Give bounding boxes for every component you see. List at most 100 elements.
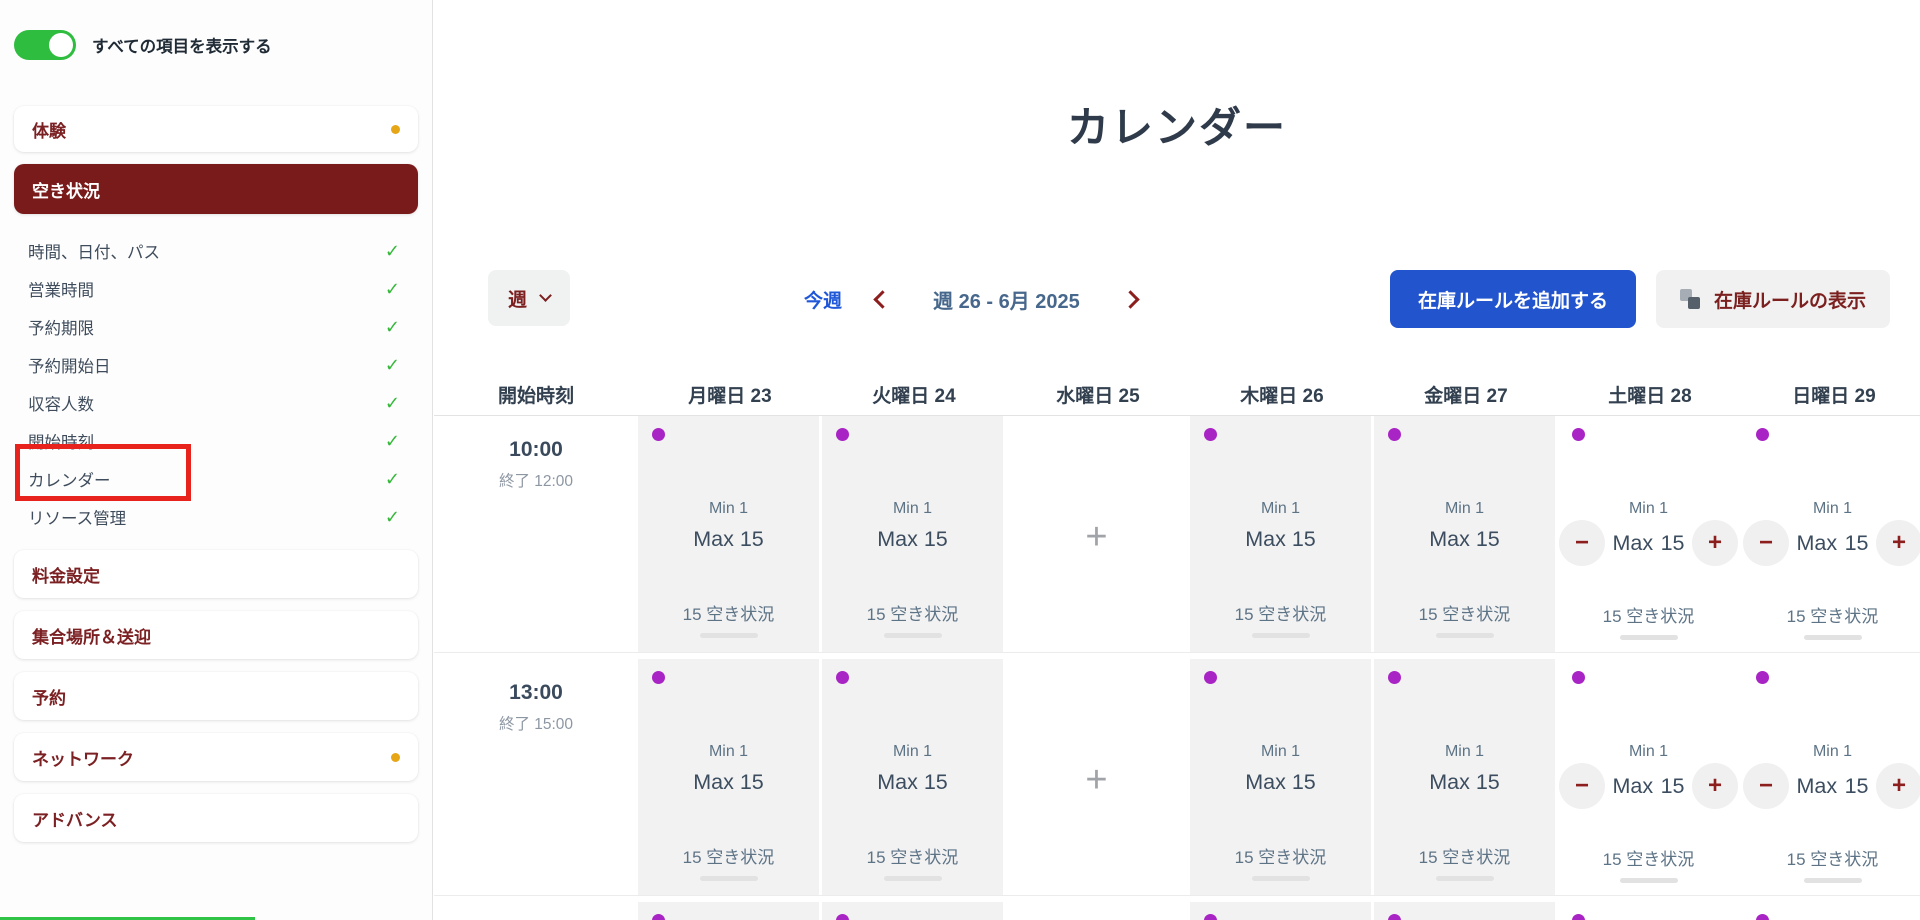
check-icon: ✓ — [384, 392, 400, 413]
today-link[interactable]: 今週 — [804, 290, 843, 312]
day-header-thu: 木曜日 26 — [1240, 386, 1324, 407]
calendar-cell-tue-row1[interactable]: Min 1 Max 15 15 空き状況 — [822, 659, 1003, 895]
week-label: 週 26 - 6月 2025 — [933, 290, 1080, 313]
slot-status-dot — [836, 428, 849, 441]
calendar-cell-mon-row0[interactable]: Min 1 Max 15 15 空き状況 — [638, 416, 819, 652]
sidebar-item-label: 集合場所＆送迎 — [32, 627, 151, 647]
increase-max-button[interactable]: + — [1876, 520, 1920, 566]
calendar-cell-sat-row0[interactable]: Min 1 − Max 15 +15 空き状況 — [1558, 416, 1739, 652]
slot-status-dot — [1572, 428, 1585, 441]
calendar-cell-fri-row0[interactable]: Min 1 Max 15 15 空き状況 — [1374, 416, 1555, 652]
max-value: 15 — [1844, 530, 1869, 555]
action-buttons: 在庫ルールを追加する 在庫ルールの表示 — [1389, 270, 1890, 328]
calendar-cell-thu-row0[interactable]: Min 1 Max 15 15 空き状況 — [1190, 416, 1371, 652]
show-inventory-rules-button[interactable]: 在庫ルールの表示 — [1655, 270, 1890, 328]
sidebar-item-label: 営業時間 — [28, 282, 94, 300]
view-selector[interactable]: 週 — [488, 270, 571, 326]
sidebar-item-advanced[interactable]: アドバンス — [14, 794, 418, 842]
decrease-max-button[interactable]: − — [1559, 520, 1605, 566]
sidebar-bottom-nav: 料金設定集合場所＆送迎予約ネットワーク アドバンス — [0, 550, 432, 842]
decrease-max-button[interactable]: − — [1743, 520, 1789, 566]
increase-max-button[interactable]: + — [1692, 763, 1738, 809]
sidebar-item-experience[interactable]: 体験 — [14, 106, 418, 152]
max-label: Max 15 — [877, 770, 948, 794]
calendar-cell-sat-row1[interactable]: Min 1 − Max 15 +15 空き状況 — [1558, 659, 1739, 895]
max-label: Max 15 — [693, 527, 764, 551]
sidebar-item-bookings[interactable]: 予約 — [14, 672, 418, 720]
calendar-cell-fri-row1[interactable]: Min 1 Max 15 15 空き状況 — [1374, 659, 1555, 895]
calendar-cell-wed-row0[interactable]: + — [1006, 416, 1187, 652]
increase-max-button[interactable]: + — [1692, 520, 1738, 566]
max-stepper: − Max 15 + — [1742, 520, 1920, 566]
slot-status-dot — [1388, 671, 1401, 684]
calendar-cell-thu-row1[interactable]: Min 1 Max 15 15 空き状況 — [1190, 659, 1371, 895]
next-week-button[interactable] — [1121, 289, 1140, 309]
check-icon: ✓ — [384, 468, 400, 489]
max-word-label: Max — [1796, 773, 1838, 798]
sidebar-item-resource-management[interactable]: リソース管理 ✓ — [14, 498, 418, 536]
availability-bar — [1619, 635, 1678, 640]
availability-bar — [1803, 878, 1862, 883]
calendar-cell-sun-row0[interactable]: Min 1 − Max 15 +15 空き状況 — [1742, 416, 1920, 652]
day-header-wed: 水曜日 25 — [1056, 386, 1140, 407]
show-all-toggle[interactable] — [14, 30, 76, 60]
sidebar-item-calendar[interactable]: カレンダー ✓ — [14, 460, 418, 498]
calendar-row-0: 10:00 終了 12:00 Min 1 Max 15 15 空き状況 Min 1 Max … — [434, 416, 1920, 652]
slot-status-dot — [1572, 914, 1585, 920]
slot-status-dot — [836, 671, 849, 684]
sidebar-item-network[interactable]: ネットワーク — [14, 733, 418, 781]
start-time: 13:00 — [509, 681, 563, 704]
chevron-down-icon — [539, 289, 552, 302]
availability-bar — [1251, 633, 1310, 638]
row-separator — [434, 652, 1920, 659]
availability-label: 15 空き状況 — [1234, 605, 1327, 624]
calendar-cell-wed-row2[interactable]: + — [1006, 902, 1187, 920]
sidebar-item-meeting-point-pickup[interactable]: 集合場所＆送迎 — [14, 611, 418, 659]
sidebar-item-opening-hours[interactable]: 営業時間 ✓ — [14, 270, 418, 308]
add-inventory-rule-button[interactable]: 在庫ルールを追加する — [1389, 270, 1636, 328]
availability-label: 15 空き状況 — [682, 848, 775, 867]
previous-week-button[interactable] — [873, 289, 892, 309]
calendar-controls: 週 今週 週 26 - 6月 2025 在庫ルールを追加する 在庫ルールの表示 — [434, 270, 1920, 328]
calendar-cell-sun-row1[interactable]: Min 1 − Max 15 +15 空き状況 — [1742, 659, 1920, 895]
view-selector-label: 週 — [508, 289, 528, 311]
sidebar-check-list: 時間、日付、パス ✓ 営業時間 ✓ 予約期限 ✓ 予約開始日 ✓ 収容人数 ✓ 開始時刻 ✓ カレンダー… — [14, 232, 418, 536]
sidebar-item-booking-cutoff[interactable]: 予約期限 ✓ — [14, 308, 418, 346]
sidebar-item-time-date-pass[interactable]: 時間、日付、パス ✓ — [14, 232, 418, 270]
decrease-max-button[interactable]: − — [1559, 763, 1605, 809]
sidebar-item-start-times[interactable]: 開始時刻 ✓ — [14, 422, 418, 460]
sidebar-item-label: 予約開始日 — [28, 358, 111, 376]
sidebar-item-capacity[interactable]: 収容人数 ✓ — [14, 384, 418, 422]
decrease-max-button[interactable]: − — [1743, 763, 1789, 809]
sidebar-item-booking-start-date[interactable]: 予約開始日 ✓ — [14, 346, 418, 384]
week-navigation: 今週 週 26 - 6月 2025 — [804, 270, 1140, 328]
calendar-header-row: 開始時刻 月曜日 23 火曜日 24 水曜日 25 木曜日 26 金曜日 27 土曜日 2… — [434, 374, 1920, 416]
calendar-cell-wed-row1[interactable]: + — [1006, 659, 1187, 895]
check-icon: ✓ — [384, 316, 400, 337]
min-label: Min 1 — [1628, 500, 1669, 517]
slot-status-dot — [652, 671, 665, 684]
availability-bar — [1251, 876, 1310, 881]
sidebar-top-nav: 体験空き状況 — [0, 106, 432, 214]
min-label: Min 1 — [1444, 500, 1485, 517]
calendar-cell-mon-row1[interactable]: Min 1 Max 15 15 空き状況 — [638, 659, 819, 895]
availability-bar — [699, 633, 758, 638]
increase-max-button[interactable]: + — [1876, 763, 1920, 809]
availability-bar — [1435, 876, 1494, 881]
calendar-cell-tue-row0[interactable]: Min 1 Max 15 15 空き状況 — [822, 416, 1003, 652]
max-label: Max 15 — [877, 527, 948, 551]
time-cell-1: 13:00 終了 15:00 — [434, 659, 638, 895]
max-word-label: Max — [1612, 530, 1654, 555]
check-icon: ✓ — [384, 278, 400, 299]
sidebar-item-label: 予約期限 — [28, 320, 94, 338]
sidebar-item-availability[interactable]: 空き状況 — [14, 164, 418, 214]
sidebar-item-pricing[interactable]: 料金設定 — [14, 550, 418, 598]
min-label: Min 1 — [708, 500, 749, 517]
sidebar-item-label: 体験 — [32, 121, 66, 141]
